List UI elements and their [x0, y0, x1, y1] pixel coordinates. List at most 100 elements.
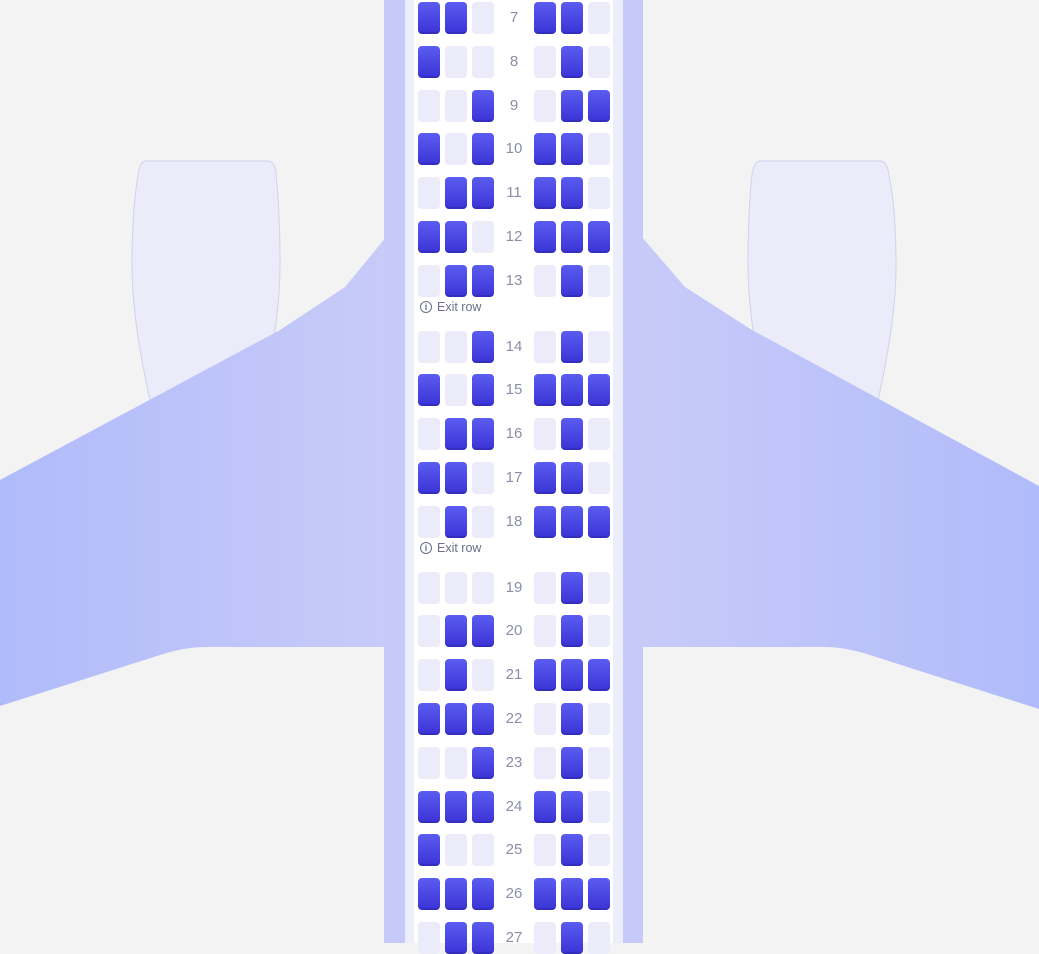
seat-13C-taken[interactable]: [472, 265, 494, 297]
seat-25D-available[interactable]: [534, 834, 556, 866]
seat-16E-taken[interactable]: [561, 418, 583, 450]
seat-25C-available[interactable]: [472, 834, 494, 866]
seat-17B-taken[interactable]: [445, 462, 467, 494]
seat-27D-available[interactable]: [534, 922, 556, 954]
seat-20A-available[interactable]: [418, 615, 440, 647]
seat-20F-available[interactable]: [588, 615, 610, 647]
seat-21D-taken[interactable]: [534, 659, 556, 691]
seat-24E-taken[interactable]: [561, 791, 583, 823]
seat-21A-available[interactable]: [418, 659, 440, 691]
seat-11B-taken[interactable]: [445, 177, 467, 209]
seat-21F-taken[interactable]: [588, 659, 610, 691]
seat-18D-taken[interactable]: [534, 506, 556, 538]
seat-15F-taken[interactable]: [588, 374, 610, 406]
seat-10B-available[interactable]: [445, 133, 467, 165]
seat-26C-taken[interactable]: [472, 878, 494, 910]
seat-7B-taken[interactable]: [445, 2, 467, 34]
seat-21E-taken[interactable]: [561, 659, 583, 691]
seat-23F-available[interactable]: [588, 747, 610, 779]
seat-18B-taken[interactable]: [445, 506, 467, 538]
seat-13A-available[interactable]: [418, 265, 440, 297]
seat-23D-available[interactable]: [534, 747, 556, 779]
seat-17A-taken[interactable]: [418, 462, 440, 494]
seat-24C-taken[interactable]: [472, 791, 494, 823]
seat-10A-taken[interactable]: [418, 133, 440, 165]
seat-10F-available[interactable]: [588, 133, 610, 165]
seat-11D-taken[interactable]: [534, 177, 556, 209]
seat-15C-taken[interactable]: [472, 374, 494, 406]
seat-19A-available[interactable]: [418, 572, 440, 604]
seat-16D-available[interactable]: [534, 418, 556, 450]
seat-11F-available[interactable]: [588, 177, 610, 209]
seat-9F-taken[interactable]: [588, 90, 610, 122]
seat-12D-taken[interactable]: [534, 221, 556, 253]
seat-13D-available[interactable]: [534, 265, 556, 297]
seat-15A-taken[interactable]: [418, 374, 440, 406]
seat-8D-available[interactable]: [534, 46, 556, 78]
seat-14A-available[interactable]: [418, 331, 440, 363]
seat-22F-available[interactable]: [588, 703, 610, 735]
seat-15E-taken[interactable]: [561, 374, 583, 406]
seat-25E-taken[interactable]: [561, 834, 583, 866]
seat-20E-taken[interactable]: [561, 615, 583, 647]
seat-9C-taken[interactable]: [472, 90, 494, 122]
seat-27E-taken[interactable]: [561, 922, 583, 954]
seat-20C-taken[interactable]: [472, 615, 494, 647]
seat-13E-taken[interactable]: [561, 265, 583, 297]
seat-17D-taken[interactable]: [534, 462, 556, 494]
seat-24B-taken[interactable]: [445, 791, 467, 823]
seat-10C-taken[interactable]: [472, 133, 494, 165]
seat-17F-available[interactable]: [588, 462, 610, 494]
seat-19C-available[interactable]: [472, 572, 494, 604]
seat-14E-taken[interactable]: [561, 331, 583, 363]
seat-18C-available[interactable]: [472, 506, 494, 538]
seat-24D-taken[interactable]: [534, 791, 556, 823]
seat-17E-taken[interactable]: [561, 462, 583, 494]
seat-10E-taken[interactable]: [561, 133, 583, 165]
seat-12A-taken[interactable]: [418, 221, 440, 253]
seat-12C-available[interactable]: [472, 221, 494, 253]
seat-8B-available[interactable]: [445, 46, 467, 78]
seat-12E-taken[interactable]: [561, 221, 583, 253]
seat-12F-taken[interactable]: [588, 221, 610, 253]
seat-15B-available[interactable]: [445, 374, 467, 406]
seat-11C-taken[interactable]: [472, 177, 494, 209]
seat-14C-taken[interactable]: [472, 331, 494, 363]
seat-14F-available[interactable]: [588, 331, 610, 363]
seat-19F-available[interactable]: [588, 572, 610, 604]
seat-9A-available[interactable]: [418, 90, 440, 122]
seat-22D-available[interactable]: [534, 703, 556, 735]
seat-11A-available[interactable]: [418, 177, 440, 209]
seat-23A-available[interactable]: [418, 747, 440, 779]
seat-18F-taken[interactable]: [588, 506, 610, 538]
seat-23C-taken[interactable]: [472, 747, 494, 779]
seat-13F-available[interactable]: [588, 265, 610, 297]
seat-8C-available[interactable]: [472, 46, 494, 78]
seat-19B-available[interactable]: [445, 572, 467, 604]
seat-8F-available[interactable]: [588, 46, 610, 78]
seat-12B-taken[interactable]: [445, 221, 467, 253]
seat-8E-taken[interactable]: [561, 46, 583, 78]
seat-7C-available[interactable]: [472, 2, 494, 34]
seat-22E-taken[interactable]: [561, 703, 583, 735]
seat-15D-taken[interactable]: [534, 374, 556, 406]
seat-24F-available[interactable]: [588, 791, 610, 823]
seat-26B-taken[interactable]: [445, 878, 467, 910]
seat-14B-available[interactable]: [445, 331, 467, 363]
seat-7D-taken[interactable]: [534, 2, 556, 34]
seat-20D-available[interactable]: [534, 615, 556, 647]
seat-27F-available[interactable]: [588, 922, 610, 954]
seat-19D-available[interactable]: [534, 572, 556, 604]
seat-26E-taken[interactable]: [561, 878, 583, 910]
seat-16B-taken[interactable]: [445, 418, 467, 450]
seat-26A-taken[interactable]: [418, 878, 440, 910]
seat-25A-taken[interactable]: [418, 834, 440, 866]
seat-19E-taken[interactable]: [561, 572, 583, 604]
seat-7F-available[interactable]: [588, 2, 610, 34]
seat-7E-taken[interactable]: [561, 2, 583, 34]
seat-23E-taken[interactable]: [561, 747, 583, 779]
seat-18A-available[interactable]: [418, 506, 440, 538]
seat-27A-available[interactable]: [418, 922, 440, 954]
seat-9D-available[interactable]: [534, 90, 556, 122]
seat-25B-available[interactable]: [445, 834, 467, 866]
